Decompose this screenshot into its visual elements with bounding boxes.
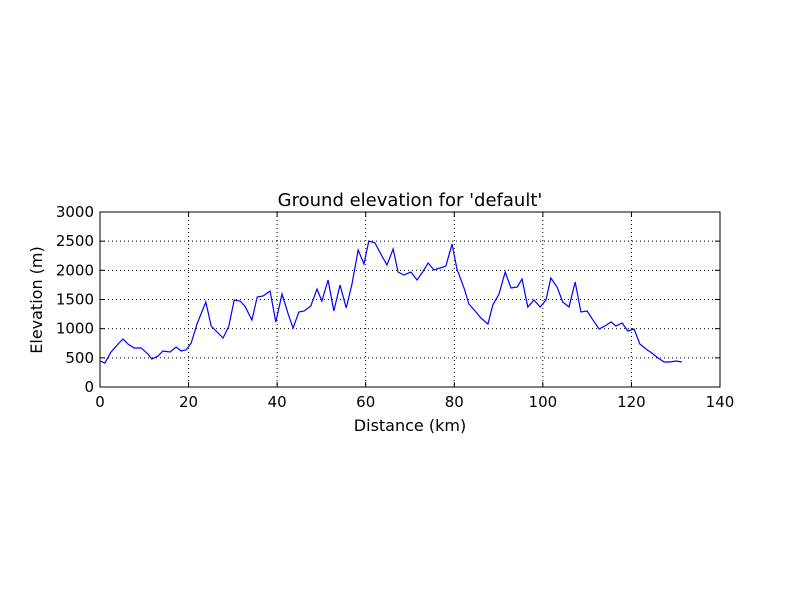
y-tick-label: 0 [84,378,94,396]
x-tick-label: 20 [179,393,198,411]
x-axis-label: Distance (km) [354,416,466,435]
y-tick-label: 2500 [56,232,94,250]
y-tick-label: 500 [65,349,94,367]
y-tick-label: 3000 [56,203,94,221]
x-tick-label: 40 [268,393,287,411]
data-line [99,240,683,364]
y-axis-label: Elevation (m) [27,246,46,353]
x-tick-label: 140 [706,393,735,411]
x-tick-label: 60 [356,393,375,411]
chart-title: Ground elevation for 'default' [278,190,543,211]
x-tick-label: 80 [445,393,464,411]
plot-frame [99,211,721,388]
x-tick-label: 120 [617,393,646,411]
x-tick-label: 0 [95,393,105,411]
y-tick-label: 1500 [56,291,94,309]
x-tick-label: 100 [529,393,558,411]
y-tick-label: 1000 [56,320,94,338]
y-tick-label: 2000 [56,261,94,279]
